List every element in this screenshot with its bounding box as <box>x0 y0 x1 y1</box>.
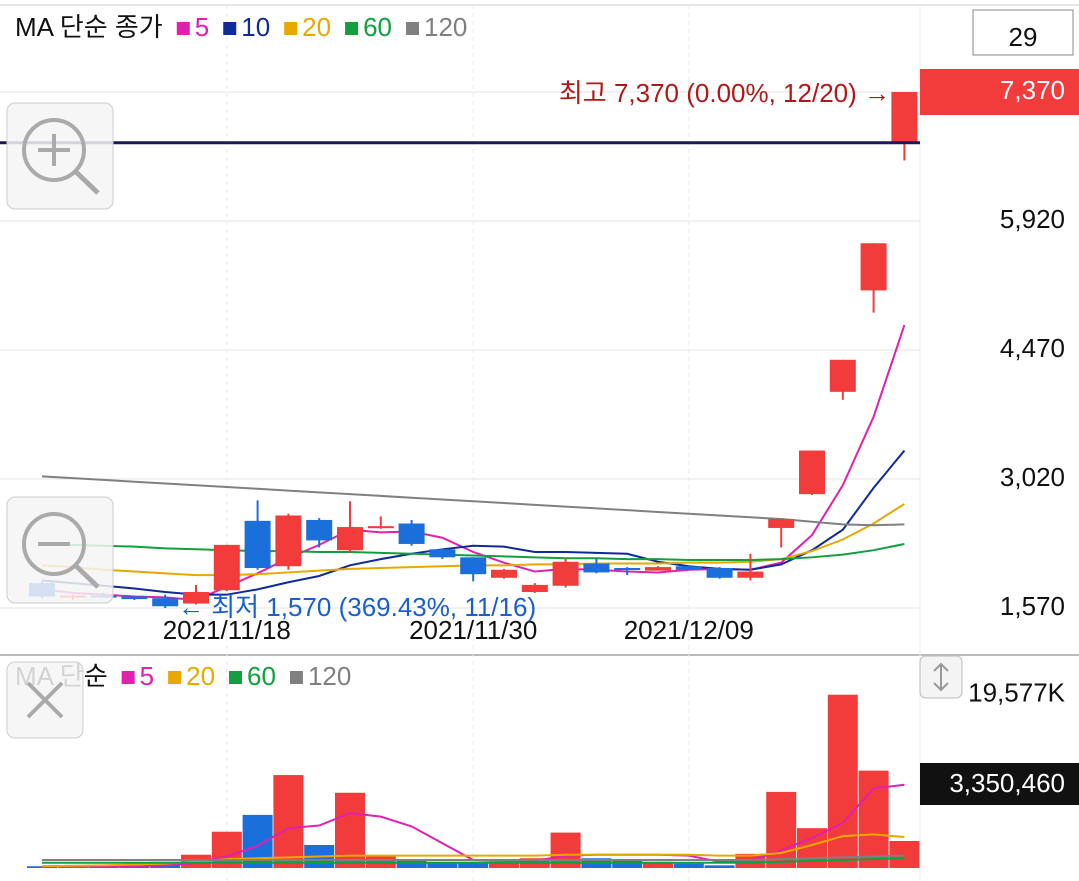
volume-bar <box>427 861 458 868</box>
legend-swatch <box>176 22 190 35</box>
candle-body <box>244 520 271 568</box>
candle-body <box>891 92 918 143</box>
y-tick-label: 19,577K <box>968 678 1066 708</box>
overlay: 29 MA 단순 종가 MA 단순 최고 7,370 (0.00%, 12/20… <box>6 9 1079 805</box>
legend-swatch <box>229 671 243 684</box>
icon <box>22 118 86 182</box>
legend-label: 60 <box>363 12 392 42</box>
last-price-box <box>920 69 1079 116</box>
volume-ma-line <box>42 854 905 862</box>
volume-bar <box>612 860 643 868</box>
y-tick-label: 1,570 <box>1000 591 1065 621</box>
volume-bar <box>643 861 673 868</box>
volume-bar <box>704 865 735 868</box>
y-tick-label: 4,470 <box>1000 333 1065 363</box>
last-price-label: 7,370 <box>1000 75 1065 105</box>
period-box[interactable] <box>972 9 1074 56</box>
icon <box>22 512 86 576</box>
volume-bar <box>673 863 704 868</box>
legend-swatch <box>345 22 359 35</box>
marks <box>0 92 920 868</box>
x-tick-label: 2021/12/09 <box>624 615 754 645</box>
icon <box>74 564 100 589</box>
candle-body <box>860 243 887 291</box>
volume-bar <box>489 861 519 868</box>
icon <box>26 681 64 719</box>
current-volume-label: 3,350,460 <box>949 768 1065 798</box>
high-annotation: 최고 7,370 (0.00%, 12/20) → <box>559 78 890 108</box>
candle-body <box>583 563 610 573</box>
volume-bar <box>827 694 858 868</box>
candle-body <box>367 526 394 529</box>
candle-body <box>829 359 856 392</box>
volume-bar <box>858 770 889 868</box>
candle-body <box>121 596 148 600</box>
legend-label: 5 <box>195 12 209 42</box>
volume-bar <box>766 791 797 868</box>
candle-body <box>152 598 179 607</box>
x-tick-label: 2021/11/18 <box>163 615 291 645</box>
icon <box>74 170 100 195</box>
volume-ma-line <box>42 857 905 864</box>
current-volume-box <box>920 763 1079 805</box>
candle-body <box>491 569 517 578</box>
legend-swatch <box>289 671 303 684</box>
legend-label: 10 <box>241 12 270 42</box>
legend-label: 60 <box>247 661 276 691</box>
zoom-in-button[interactable] <box>6 102 114 210</box>
volume-bar <box>88 867 119 868</box>
candle-body <box>521 584 548 593</box>
candle-body <box>460 557 487 575</box>
y-tick-label: 5,920 <box>1000 204 1065 234</box>
volume-bar <box>458 861 489 868</box>
candle-body <box>799 450 825 495</box>
legend-label: 20 <box>302 12 331 42</box>
candle-body <box>645 567 671 571</box>
legend-swatch <box>406 22 420 35</box>
period[interactable]: 29 <box>1009 22 1038 52</box>
candle-body <box>706 567 733 578</box>
candle-body <box>768 519 795 528</box>
candle-body <box>675 566 702 570</box>
legend-label: 120 <box>308 661 351 691</box>
candle-body <box>306 519 333 541</box>
close-button[interactable] <box>6 661 84 739</box>
zoom-out-button[interactable] <box>6 496 114 604</box>
volume-bar <box>396 860 427 868</box>
legend-swatch <box>223 22 237 35</box>
candle-body <box>737 571 764 578</box>
volume-bar <box>57 867 88 868</box>
y-tick-label: 3,020 <box>1000 462 1065 492</box>
legend-title: MA 단순 종가 <box>15 12 163 42</box>
resize-button[interactable] <box>919 655 963 699</box>
candle-body <box>275 515 302 567</box>
candle-body <box>337 527 363 551</box>
low-annotation: ← 최저 1,570 (369.43%, 11/16) <box>178 592 536 622</box>
legend-swatch <box>284 22 298 35</box>
ma-line <box>41 475 905 527</box>
x-tick-label: 2021/11/30 <box>409 615 537 645</box>
icon <box>933 662 949 692</box>
candle-body <box>398 523 425 544</box>
volume-bar <box>273 775 304 868</box>
candle-body <box>552 561 579 586</box>
legend-label: 5 <box>140 661 154 691</box>
candle-body <box>213 544 240 591</box>
ma-line <box>41 542 905 561</box>
legend-label: 20 <box>186 661 215 691</box>
candle-body <box>183 592 209 604</box>
legend-swatch <box>168 671 182 684</box>
legend-label: 120 <box>424 12 467 42</box>
legend-swatch <box>121 671 135 684</box>
candle-body <box>429 549 456 558</box>
candle-body <box>614 567 641 570</box>
volume-bar <box>889 841 920 868</box>
